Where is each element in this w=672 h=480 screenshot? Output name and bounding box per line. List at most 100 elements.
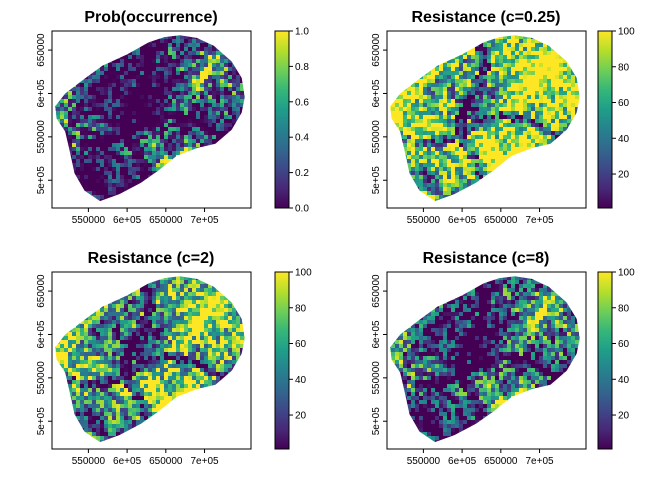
raster-cell (495, 163, 499, 167)
raster-cell (76, 159, 80, 163)
raster-cell (475, 83, 479, 87)
raster-cell (156, 131, 160, 135)
raster-cell (160, 87, 164, 91)
raster-cell (455, 99, 459, 103)
raster-cell (391, 163, 395, 167)
raster-cell (55, 39, 56, 43)
raster-cell (439, 107, 443, 111)
raster-cell (120, 175, 124, 179)
raster-cell (543, 55, 547, 59)
raster-cell (244, 292, 245, 296)
raster-cell (156, 195, 160, 199)
raster-cell (112, 59, 116, 63)
raster-cell (152, 199, 156, 202)
raster-cell (567, 179, 571, 183)
raster-cell (455, 155, 459, 159)
raster-cell (136, 99, 140, 103)
raster-cell (559, 183, 563, 187)
raster-cell (140, 75, 144, 79)
raster-cell (519, 119, 523, 123)
raster-cell (539, 139, 543, 143)
raster-cell (184, 107, 188, 111)
raster-cell (503, 167, 507, 171)
raster-cell (407, 95, 411, 99)
raster-cell (471, 159, 475, 163)
raster-cell (571, 143, 575, 147)
raster-cell (116, 199, 120, 202)
raster-cell (559, 135, 563, 139)
raster-cell (196, 123, 200, 127)
raster-cell (172, 95, 176, 99)
raster-cell (192, 47, 196, 51)
raster-cell (136, 167, 140, 171)
raster-cell (96, 292, 100, 296)
raster-cell (459, 83, 463, 87)
raster-cell (104, 187, 108, 191)
raster-cell (467, 83, 471, 87)
raster-cell (427, 91, 431, 95)
raster-cell (180, 167, 184, 171)
raster-cell (156, 167, 160, 171)
raster-cell (447, 43, 451, 47)
raster-cell (555, 179, 559, 183)
raster-cell (55, 35, 56, 39)
raster-cell (543, 167, 547, 171)
raster-cell (212, 111, 216, 115)
raster-cell (55, 71, 56, 75)
raster-cell (204, 179, 208, 183)
raster-cell (523, 115, 527, 119)
raster-cell (511, 31, 515, 35)
raster-cell (395, 143, 399, 147)
raster-cell (419, 167, 423, 171)
raster-cell (463, 135, 467, 139)
raster-cell (88, 300, 92, 304)
raster-cell (539, 103, 543, 107)
raster-cell (112, 284, 116, 288)
raster-cell (435, 67, 439, 71)
raster-cell (180, 51, 184, 55)
raster-cell (575, 135, 579, 139)
raster-cell (435, 95, 439, 99)
raster-cell (172, 83, 176, 87)
raster-cell (455, 83, 459, 87)
raster-cell (427, 95, 431, 99)
raster-cell (68, 75, 72, 79)
raster-cell (184, 127, 188, 131)
raster-cell (499, 151, 503, 155)
raster-cell (160, 183, 164, 187)
raster-cell (56, 163, 60, 167)
raster-cell (523, 83, 527, 87)
raster-cell (80, 159, 84, 163)
raster-cell (475, 43, 479, 47)
raster-cell (132, 95, 136, 99)
raster-cell (116, 79, 120, 83)
raster-cell (148, 79, 152, 83)
map-panel-2: Resistance (c=0.25)550000 6e+05 650000 7e+0… (371, 9, 635, 226)
raster-cell (200, 35, 204, 39)
raster-cell (427, 55, 431, 59)
raster-cell (60, 195, 64, 199)
raster-cell (443, 55, 447, 59)
raster-cell (112, 115, 116, 119)
raster-cell (423, 167, 427, 171)
raster-cell (136, 115, 140, 119)
raster-cell (547, 115, 551, 119)
raster-cell (423, 147, 427, 151)
raster-cell (475, 107, 479, 111)
raster-cell (140, 51, 144, 55)
raster-cell (579, 119, 580, 123)
raster-cell (395, 195, 399, 199)
raster-cell (395, 59, 399, 63)
raster-cell (224, 199, 228, 202)
raster-cell (463, 191, 467, 195)
raster-cell (567, 135, 571, 139)
raster-cell (148, 280, 152, 284)
raster-cell (555, 107, 559, 111)
raster-cell (543, 147, 547, 151)
raster-cell (399, 115, 403, 119)
raster-cell (168, 63, 172, 67)
raster-cell (228, 71, 232, 75)
raster-cell (435, 159, 439, 163)
raster-cell (96, 143, 100, 147)
raster-cell (551, 135, 555, 139)
